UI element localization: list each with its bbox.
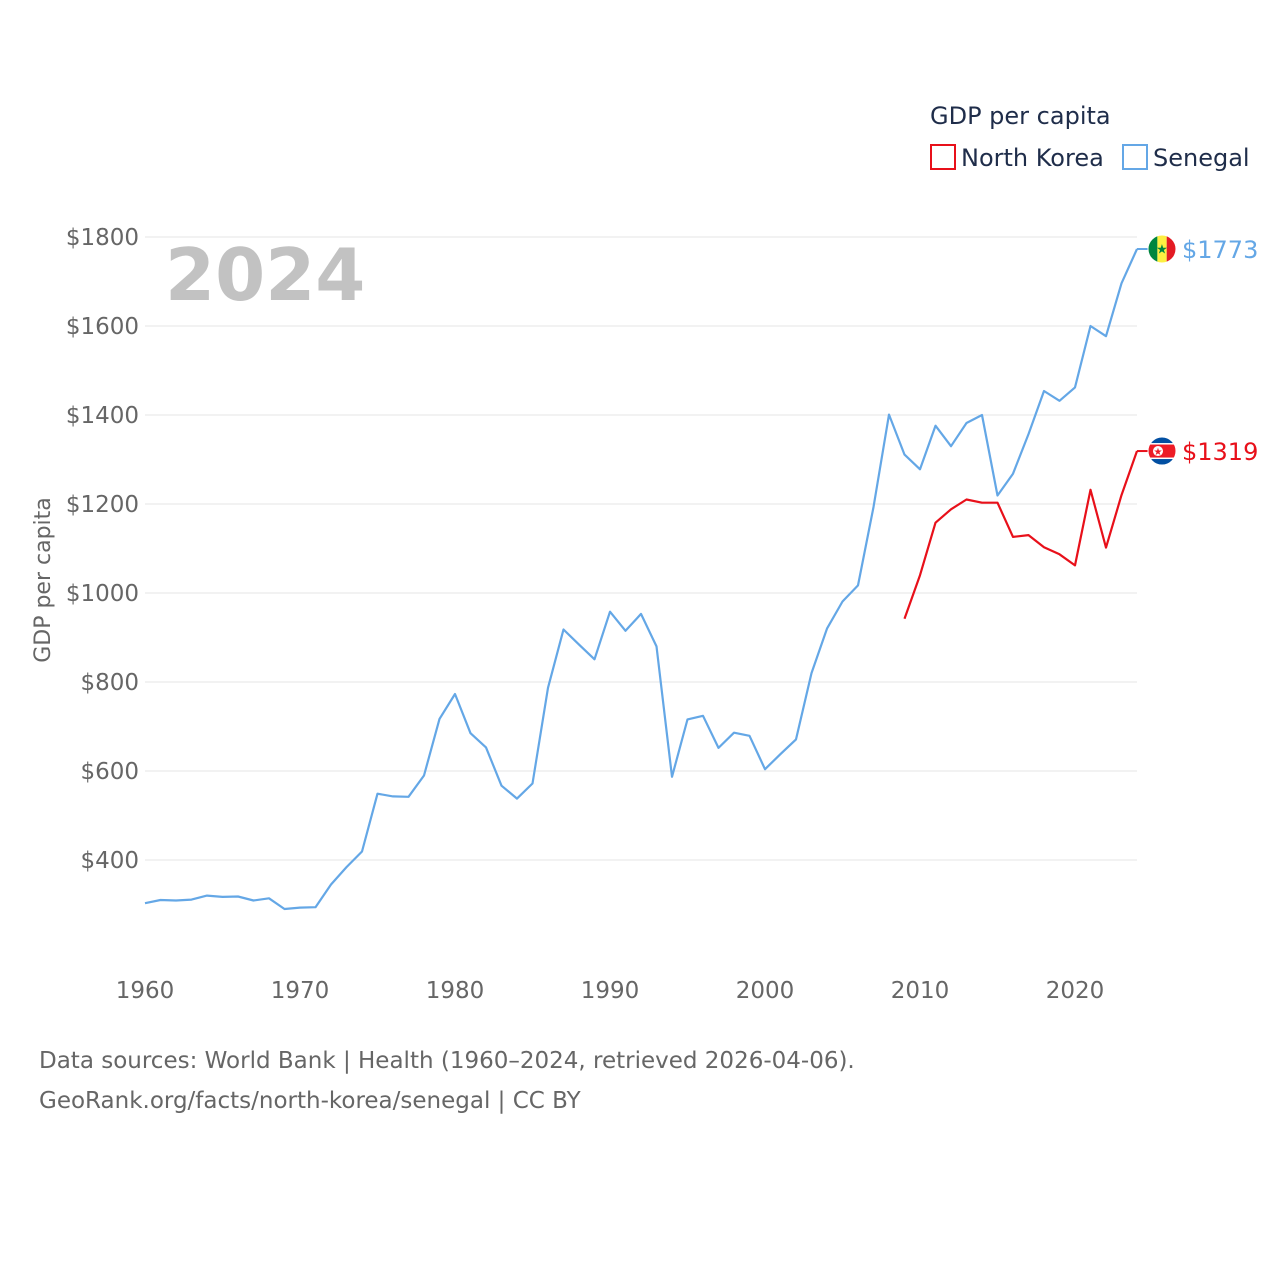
end-value-label-senegal: $1773 <box>1182 236 1258 264</box>
x-tick-label: 2000 <box>736 978 795 1004</box>
y-tick-label: $1600 <box>66 314 139 340</box>
north-korea-flag-icon: ★ <box>1147 436 1177 466</box>
senegal-flag-icon: ★ <box>1147 234 1177 264</box>
series-line-senegal <box>144 248 1139 911</box>
y-tick-label: $600 <box>80 759 139 785</box>
series-lines <box>144 248 1139 911</box>
end-value-label-north-korea: $1319 <box>1182 438 1258 466</box>
y-tick-label: $1000 <box>66 581 139 607</box>
legend-swatch-north-korea <box>930 144 956 170</box>
legend-label-north-korea: North Korea <box>961 144 1104 172</box>
x-tick-label: 1980 <box>426 978 485 1004</box>
legend-title: GDP per capita <box>930 102 1111 130</box>
svg-text:★: ★ <box>1156 243 1168 258</box>
x-axis-tick-labels: 1960 1970 1980 1990 2000 2010 2020 <box>116 978 1105 1004</box>
grid-lines <box>145 236 1137 861</box>
year-watermark: 2024 <box>165 233 365 317</box>
x-tick-label: 2020 <box>1046 978 1105 1004</box>
legend-item-north-korea[interactable]: North Korea <box>930 144 1104 172</box>
y-tick-label: $1200 <box>66 492 139 518</box>
end-markers: ★ $1319 ★ $1773 <box>1137 234 1258 466</box>
y-axis-title: GDP per capita <box>31 497 56 663</box>
y-tick-label: $400 <box>80 848 139 874</box>
x-tick-label: 1970 <box>271 978 330 1004</box>
y-tick-label: $1400 <box>66 403 139 429</box>
y-axis-tick-labels: $400 $600 $800 $1000 $1200 $1400 $1600 $1800 <box>66 225 139 874</box>
attribution-link[interactable]: GeoRank.org/facts/north-korea/senegal | … <box>39 1088 582 1114</box>
y-tick-label: $1800 <box>66 225 139 251</box>
svg-text:★: ★ <box>1154 447 1163 458</box>
legend-item-senegal[interactable]: Senegal <box>1122 144 1250 172</box>
data-sources-text: Data sources: World Bank | Health (1960–… <box>39 1048 855 1074</box>
x-tick-label: 2010 <box>891 978 950 1004</box>
y-tick-label: $800 <box>80 670 139 696</box>
x-tick-label: 1960 <box>116 978 175 1004</box>
x-tick-label: 1990 <box>581 978 640 1004</box>
series-line-north-korea <box>903 450 1139 620</box>
legend-label-senegal: Senegal <box>1153 144 1250 172</box>
legend-swatch-senegal <box>1122 144 1148 170</box>
legend: GDP per capita North Korea Senegal <box>930 102 1250 172</box>
